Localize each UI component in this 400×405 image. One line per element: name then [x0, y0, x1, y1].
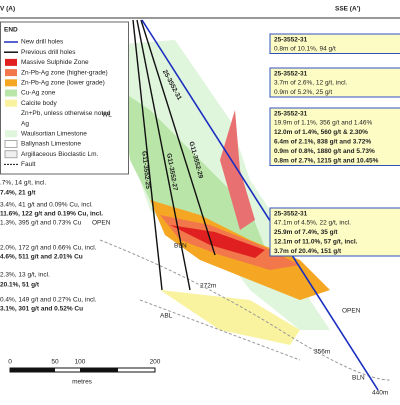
geology-label: 272m — [200, 283, 216, 290]
callout-hole: 25-3552-31 — [274, 37, 308, 44]
contact — [99, 239, 391, 381]
legend-item: Previous drill holes — [21, 49, 76, 56]
geology-label: OPEN — [92, 220, 111, 227]
legend-item: Ag — [21, 120, 29, 127]
calcite-body — [160, 290, 300, 345]
legend-swatch — [5, 89, 17, 97]
drill-hole-label: G11-3552-25 — [140, 151, 151, 190]
intercept: 3.1%, 301 g/t and 0.52% Cu — [0, 306, 83, 313]
intercept: 2.0%, 172 g/t and 0.66% Cu, incl. — [0, 245, 97, 252]
legend-item: Waulsortian Limestone — [21, 131, 87, 138]
intercept: 1.3%, 395 g/t and 0.73% Cu — [0, 220, 82, 227]
callout-line: 19.9m of 1.1%, 356 g/t and 1.46% — [274, 120, 373, 127]
legend-swatch — [5, 99, 17, 107]
intercept: 2.3%, 13 g/t, incl. — [0, 272, 50, 279]
callout-hole: 25-3552-31 — [274, 111, 308, 118]
intercept: 7.4%, 21 g/t — [0, 190, 36, 197]
legend-item: Zn-Pb-Ag zone (lower grade) — [21, 80, 105, 87]
legend-item: Massive Sulphide Zone — [21, 59, 89, 66]
section-label: SSE (A') — [335, 6, 360, 13]
intercept: 4.6%, 511 g/t and 2.01% Cu — [0, 254, 83, 261]
intercept: 20.1%, 51 g/t — [0, 282, 40, 289]
massive-sulphide — [170, 225, 265, 258]
callout-line: 6.4m of 2.1%, 838 g/t and 3.72% — [274, 139, 371, 146]
callout-box — [269, 107, 400, 166]
legend-item: New drill holes — [21, 39, 64, 46]
legend-swatch — [4, 150, 18, 159]
callout-hole: 25-3552-31 — [274, 71, 308, 78]
scale-bar-segment — [80, 368, 118, 372]
legend-swatch — [4, 140, 18, 148]
geology-label: 356m — [314, 349, 330, 356]
legend-swatch — [5, 58, 17, 66]
callout-line: 3.7m of 2.6%, 12 g/t, incl. — [274, 80, 348, 87]
geology-label: ABL — [160, 313, 173, 320]
scale-bar-segment — [10, 368, 55, 372]
intercept: 0.4%, 149 g/t and 0.27% Cu, incl. — [0, 297, 97, 304]
legend-item: Ballynash Limestone — [21, 141, 81, 148]
intercept: 11.6%, 122 g/t and 0.19% Cu, incl. — [0, 211, 103, 218]
scale-tick: 50 — [51, 359, 59, 366]
callout-line: 12.1m of 11.0%, 57 g/t, incl. — [274, 239, 358, 246]
intercept: .7%, 14 g/t, incl. — [0, 180, 46, 187]
callout-line: 0.8m of 10.1%, 94 g/t — [274, 46, 336, 53]
callout-line: 0.9m of 5.2%, 25 g/t — [274, 89, 332, 96]
contact — [139, 299, 301, 361]
callout-line: 12.0m of 1.4%, 560 g/t & 2.30% — [274, 129, 368, 136]
legend-item: Zn+Pb, unless otherwise noted — [21, 110, 111, 117]
geology-label: 440m — [372, 390, 388, 397]
legend-item: Calcite body — [21, 100, 58, 107]
legend-swatch — [5, 69, 17, 77]
callout-line: 0.8m of 2.7%, 1215 g/t and 10.45% — [274, 158, 379, 165]
legend-item: Zn-Pb-Ag zone (higher-grade) — [21, 69, 108, 76]
callout-hole: 25-3552-31 — [274, 211, 308, 218]
legend-swatch — [5, 130, 17, 138]
scale-unit: metres — [72, 379, 93, 386]
callout-line: 25.9m of 7.4%, 35 g/t — [274, 229, 338, 236]
drill-hole — [140, 19, 216, 256]
callout-line: 0.9m of 0.8%, 1880 g/t and 5.73% — [274, 148, 375, 155]
geology-label: OPEN — [342, 308, 361, 315]
legend-title: END — [4, 27, 18, 34]
drill-hole — [132, 19, 163, 291]
geology-label: BLN — [174, 243, 187, 250]
callout-box — [269, 67, 400, 98]
scale-tick: 200 — [150, 359, 161, 366]
scale-tick: 100 — [75, 359, 86, 366]
legend-box — [0, 21, 129, 175]
geology-label: BLN — [352, 375, 365, 382]
callout-box — [269, 33, 400, 54]
cu-ag-zone — [120, 90, 270, 260]
legend-item: Argillaceous Bioclastic Lm. — [21, 151, 99, 158]
legend-item: Cu-Ag zone — [21, 90, 56, 97]
scale-tick: 0 — [8, 359, 12, 366]
callout-box — [269, 207, 400, 257]
geology-label: WL — [102, 112, 112, 119]
legend-swatch — [5, 79, 17, 87]
callout-line: 47.1m of 4.5%, 22 g/t, incl. — [274, 220, 351, 227]
drill-hole-new — [141, 19, 379, 391]
legend-item: Fault — [21, 161, 36, 168]
section-label: V (A) — [0, 6, 15, 13]
drill-hole — [136, 19, 191, 291]
callout-line: 3.7m of 20.4%, 151 g/t — [274, 248, 342, 255]
intercept: 3.4%, 41 g/t and 0.09% Cu, incl. — [0, 202, 93, 209]
